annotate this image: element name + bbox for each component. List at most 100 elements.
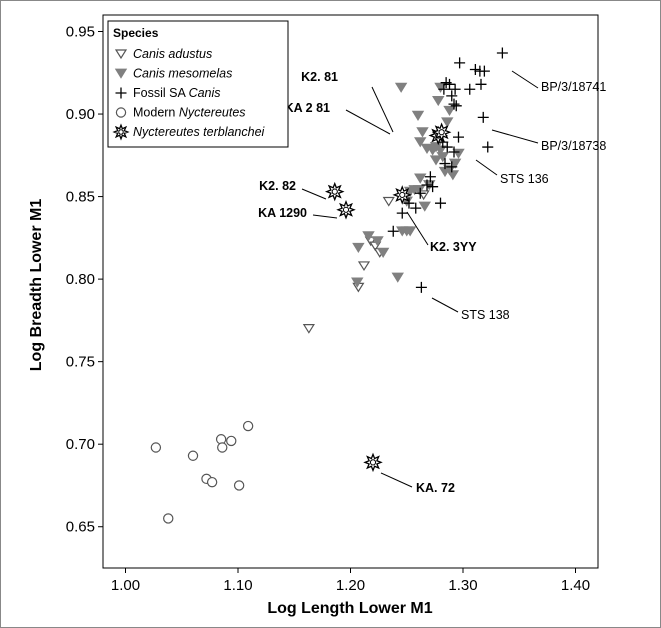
data-point xyxy=(478,65,490,77)
data-point xyxy=(448,98,460,110)
annotation-label: STS 136 xyxy=(500,172,549,186)
data-point-core xyxy=(369,459,377,466)
annotation-label: STS 138 xyxy=(461,308,510,322)
data-point xyxy=(454,57,466,69)
legend-marker xyxy=(114,49,128,60)
legend-entry-label: Canis mesomelas xyxy=(133,67,232,81)
y-tick-label: 0.70 xyxy=(66,436,95,453)
annotation-label: KA 2 81 xyxy=(285,101,330,115)
data-point xyxy=(448,146,460,158)
data-point xyxy=(446,161,458,173)
data-point xyxy=(414,137,427,148)
data-point xyxy=(496,47,508,59)
data-point xyxy=(427,181,439,193)
annotation-leader xyxy=(406,211,429,246)
y-tick-label: 0.90 xyxy=(66,106,95,123)
data-point xyxy=(441,117,454,128)
data-point-core xyxy=(331,188,338,195)
y-tick-label: 0.95 xyxy=(66,24,95,41)
data-point xyxy=(420,143,434,154)
legend-box xyxy=(107,20,289,148)
data-point xyxy=(453,131,464,143)
data-point xyxy=(403,226,417,237)
data-point xyxy=(376,247,390,258)
data-point-core xyxy=(342,206,350,213)
data-point xyxy=(439,158,451,170)
annotation-leader xyxy=(380,472,413,488)
data-point xyxy=(443,105,456,117)
data-point xyxy=(412,185,426,196)
legend-entry-label: Canis adustus xyxy=(133,47,212,61)
data-point-core xyxy=(438,129,445,136)
series-2 xyxy=(387,47,508,293)
data-point xyxy=(446,90,458,102)
data-point xyxy=(411,110,425,121)
data-point xyxy=(352,242,365,254)
data-point xyxy=(429,155,443,166)
point-annotations: K2. 81 KA 2 81 K2. 82 KA 1290 K2. 3YY KA. 72 B… xyxy=(258,70,606,495)
y-tick-label: 0.65 xyxy=(66,519,95,536)
data-point xyxy=(421,179,433,191)
series-3 xyxy=(150,420,254,524)
annotation-leader xyxy=(491,129,539,144)
data-point xyxy=(357,261,371,272)
data-point xyxy=(429,142,443,153)
data-point xyxy=(432,95,445,107)
data-point xyxy=(469,63,481,75)
data-point xyxy=(302,324,315,334)
y-tick-label: 0.85 xyxy=(66,189,95,206)
data-point xyxy=(446,170,460,181)
legend-marker xyxy=(115,107,127,118)
data-point xyxy=(438,83,450,95)
y-axis-title: Log Breadth Lower M1 xyxy=(28,199,45,372)
data-point xyxy=(475,78,487,90)
data-point xyxy=(477,111,489,123)
data-point xyxy=(351,277,364,288)
annotation-label: KA. 72 xyxy=(416,481,455,495)
data-point xyxy=(418,201,431,212)
data-point xyxy=(450,100,462,112)
axes: 1.00 1.10 1.20 1.30 1.40 0.65 0.70 0.75 0.80 0.85… xyxy=(66,14,599,594)
annotation-leader xyxy=(431,297,459,313)
x-tick-label: 1.40 xyxy=(561,577,590,594)
series-4 xyxy=(324,122,452,473)
data-point xyxy=(396,207,408,219)
y-tick-label: 0.80 xyxy=(66,271,95,288)
data-point xyxy=(435,197,446,209)
data-point xyxy=(226,435,237,447)
annotation-leader xyxy=(475,159,498,176)
data-point-core xyxy=(399,191,406,199)
annotation-label: K2. 81 xyxy=(301,70,338,84)
data-point xyxy=(371,236,384,247)
data-point xyxy=(387,225,399,237)
data-point xyxy=(394,82,408,93)
series-1 xyxy=(351,82,465,288)
data-point xyxy=(444,78,455,90)
annotation-leader xyxy=(511,70,539,89)
data-point xyxy=(233,480,245,491)
data-point xyxy=(436,152,449,163)
data-point xyxy=(415,281,427,293)
annotation-label: K2. 82 xyxy=(259,179,296,193)
annotation-label: BP/3/18741 xyxy=(541,80,606,94)
legend-marker xyxy=(115,87,127,99)
data-point xyxy=(416,127,429,138)
data-points xyxy=(150,47,508,524)
legend: Species Canis adustus Canis mesomelas Fossi… xyxy=(107,20,289,148)
legend-entry-label: Modern Nyctereutes xyxy=(133,106,246,120)
legend-marker xyxy=(114,68,128,79)
annotation-leader xyxy=(312,214,338,219)
data-point xyxy=(424,171,436,183)
annotation-leader xyxy=(301,188,327,200)
annotation-label: BP/3/18738 xyxy=(541,139,606,153)
data-point xyxy=(449,83,461,95)
x-tick-label: 1.10 xyxy=(223,577,252,594)
x-tick-label: 1.30 xyxy=(448,577,477,594)
y-tick-label: 0.75 xyxy=(66,354,95,371)
legend-entry-label: Nyctereutes terblanchei xyxy=(133,125,266,139)
legend-title: Species xyxy=(113,26,159,40)
data-point xyxy=(150,442,162,453)
data-point xyxy=(482,141,494,153)
